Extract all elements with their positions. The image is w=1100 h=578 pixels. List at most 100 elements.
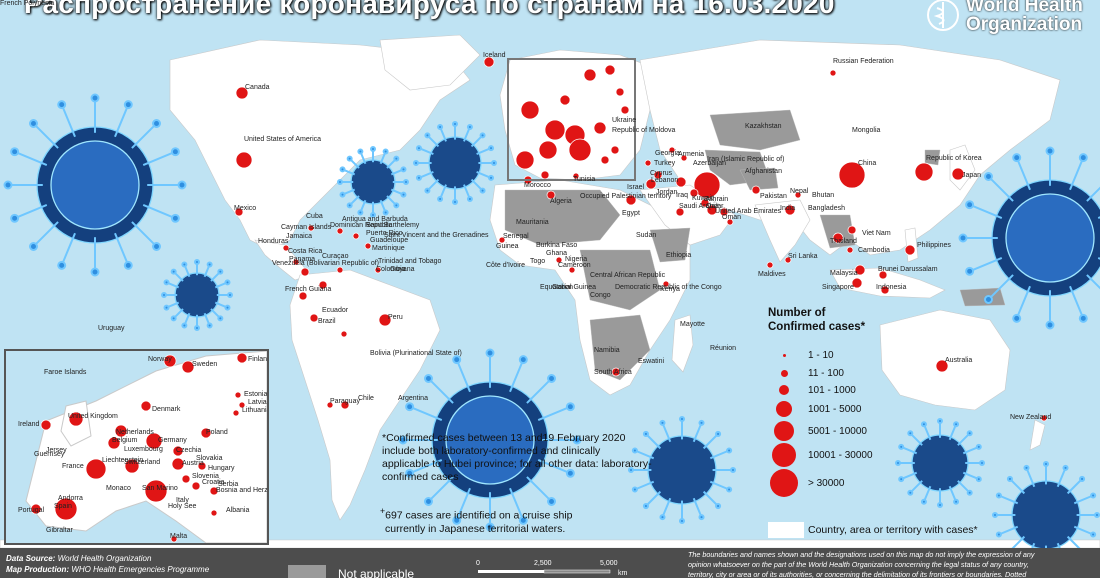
legend-title-line2: Confirmed cases* bbox=[768, 321, 866, 333]
country-label: Kazakhstan bbox=[745, 123, 782, 130]
country-label: Turkey bbox=[654, 160, 676, 167]
country-label: Iceland bbox=[483, 52, 506, 59]
case-dot-honduras bbox=[282, 244, 290, 252]
case-dot-iran bbox=[693, 171, 721, 199]
inset-dot-belgium bbox=[107, 436, 121, 450]
legend-range-label: > 30000 bbox=[808, 478, 845, 489]
case-dot-bahrain bbox=[700, 198, 710, 208]
inset-dot-czechia bbox=[172, 445, 184, 457]
legend-row: 1 - 10 bbox=[768, 348, 938, 368]
country-label: Mayotte bbox=[680, 321, 705, 328]
case-dot-europe-11 bbox=[620, 105, 630, 115]
country-label: Brazil bbox=[318, 318, 336, 325]
country-label: Costa Rica bbox=[288, 248, 323, 255]
inset-country-label: Poland bbox=[206, 429, 228, 436]
case-dot-pakistan bbox=[751, 185, 761, 195]
virus-particle-large-left bbox=[36, 126, 154, 244]
who-name-line2: Organization bbox=[966, 14, 1083, 35]
inset-country-label: Netherlands bbox=[116, 429, 154, 436]
country-label: Morocco bbox=[524, 182, 551, 189]
inset-dot-uk bbox=[68, 411, 84, 427]
footnote-cruise-ship: +697 cases are identified on a cruise sh… bbox=[380, 505, 573, 536]
case-dot-europe-14 bbox=[559, 94, 571, 106]
country-label: United States of America bbox=[244, 136, 322, 143]
inset-dot-austria bbox=[171, 457, 185, 471]
country-label: Guyana bbox=[390, 266, 415, 273]
country-label: Republic of Moldova bbox=[612, 127, 676, 134]
legend-range-label: 5001 - 10000 bbox=[808, 426, 867, 437]
case-dot-brunei bbox=[878, 270, 888, 280]
inset-country-label: Faroe Islands bbox=[44, 369, 87, 376]
europe-inset-map[interactable]: Faroe Islands Norway Sweden Finland Estonia L… bbox=[4, 349, 269, 545]
country-label: Azerbaijan bbox=[693, 160, 727, 167]
country-label: United Arab Emirates bbox=[715, 208, 782, 215]
country-label: Qatar bbox=[706, 203, 724, 210]
country-label: Singapore bbox=[822, 284, 854, 291]
legend-dot-icon bbox=[772, 443, 796, 467]
case-dot-egypt bbox=[625, 194, 637, 206]
country-label: Guinea bbox=[496, 243, 519, 250]
legend-row: 101 - 1000 bbox=[768, 383, 938, 403]
legend-row: 10001 - 30000 bbox=[768, 443, 938, 468]
footer-sources: Data Source: World Health Organization M… bbox=[6, 553, 209, 575]
case-dot-saudi bbox=[675, 207, 685, 217]
inset-country-label: Latvia bbox=[248, 399, 267, 406]
inset-country-label: Switzerland bbox=[124, 459, 161, 466]
legend: Number of Confirmed cases* 1 - 10 11 - 10… bbox=[768, 306, 918, 497]
scale-tick-2500: 2,500 bbox=[534, 560, 552, 567]
inset-country-label: Croatia bbox=[202, 479, 225, 486]
footnote-confirmed-cases: *Confirmed cases between 13 and19 Februa… bbox=[382, 432, 652, 484]
country-label: Democratic Republic of the Congo bbox=[615, 284, 722, 291]
country-label: Lebanon bbox=[651, 177, 679, 184]
inset-country-label: Estonia bbox=[244, 391, 268, 398]
case-dot-europe-12 bbox=[610, 145, 620, 155]
inset-country-label: Malta bbox=[170, 533, 188, 540]
country-label: Saint Barthelemy bbox=[366, 222, 420, 229]
case-dot-europe-8 bbox=[583, 68, 597, 82]
case-dot-usa bbox=[235, 151, 253, 169]
inset-dot-malta bbox=[170, 535, 178, 543]
country-label: Cayman Islands bbox=[281, 224, 332, 231]
case-dot-ecuador bbox=[298, 291, 308, 301]
country-label: Egypt bbox=[622, 210, 640, 217]
png-region bbox=[959, 287, 1006, 307]
case-dot-kuwait bbox=[689, 188, 699, 198]
legend-row: 5001 - 10000 bbox=[768, 421, 938, 444]
country-label: Martinique bbox=[372, 245, 405, 252]
case-dot-uae bbox=[719, 207, 729, 217]
country-label: Kuwait bbox=[692, 195, 714, 202]
footer-bar: Data Source: World Health Organization M… bbox=[0, 548, 1100, 578]
case-dot-europe-10 bbox=[615, 87, 625, 97]
case-dot-europe-1 bbox=[520, 100, 540, 120]
inset-dot-ireland bbox=[40, 419, 52, 431]
case-dot-mexico bbox=[234, 207, 244, 217]
afghanistan-region bbox=[739, 167, 779, 191]
inset-country-label: Albania bbox=[226, 507, 250, 514]
data-source-value: World Health Organization bbox=[57, 554, 152, 563]
country-label: Kenya bbox=[660, 286, 680, 293]
country-label: Puerto Rico bbox=[366, 230, 403, 237]
inset-dot-switzerland bbox=[124, 458, 140, 474]
country-label: French Guiana bbox=[285, 286, 332, 293]
case-dot-europe-4 bbox=[538, 140, 558, 160]
horn-of-africa-region bbox=[649, 227, 691, 263]
country-label: Honduras bbox=[258, 238, 289, 245]
territory-key-swatch bbox=[768, 522, 804, 538]
case-dot-carib-1 bbox=[336, 227, 344, 235]
country-label: Colombia bbox=[376, 266, 406, 273]
case-dot-cuba bbox=[307, 224, 315, 232]
inset-dot-croatia bbox=[191, 481, 201, 491]
inset-country-label: Austria bbox=[182, 460, 204, 467]
inset-dot-poland bbox=[200, 427, 212, 439]
inset-country-label: Jersey bbox=[46, 447, 67, 454]
inset-dot-finland bbox=[236, 352, 248, 364]
case-dot-panama bbox=[300, 267, 310, 277]
country-label: Iraq bbox=[676, 192, 689, 199]
country-label: Eswatini bbox=[638, 358, 665, 365]
country-label: Chile bbox=[358, 395, 374, 402]
case-dot-sri-lanka bbox=[784, 256, 792, 264]
footnote1-line2: include both laboratory-confirmed and cl… bbox=[382, 445, 601, 457]
country-label: Namibia bbox=[594, 347, 620, 354]
case-dot-europe-13 bbox=[600, 155, 610, 165]
